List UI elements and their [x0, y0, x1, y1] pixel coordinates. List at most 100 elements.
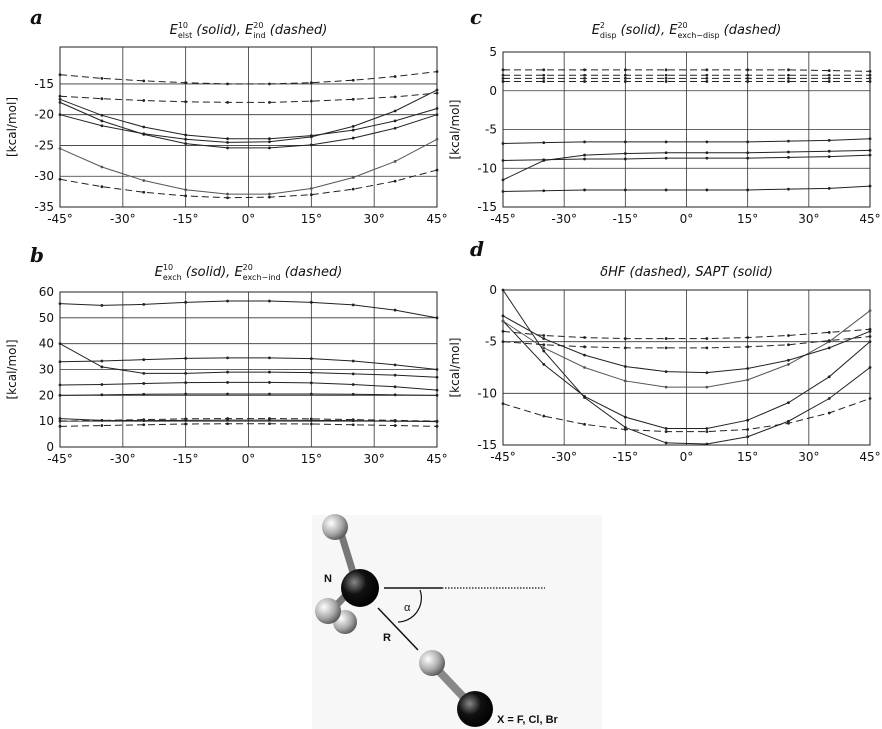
- data-point: [351, 359, 355, 363]
- data-point: [501, 288, 505, 292]
- data-point: [58, 342, 62, 346]
- data-point: [501, 76, 505, 80]
- data-point: [309, 143, 313, 147]
- data-point: [351, 372, 355, 376]
- data-point: [226, 100, 229, 104]
- data-point: [705, 188, 709, 192]
- y-tick-label: -35: [34, 200, 54, 214]
- y-tick-label: 5: [489, 45, 497, 59]
- data-point: [351, 418, 355, 422]
- data-point: [58, 302, 62, 306]
- data-point: [184, 188, 188, 192]
- title-part: E: [234, 265, 243, 280]
- data-point: [393, 119, 397, 123]
- data-point: [58, 393, 62, 397]
- data-point: [542, 73, 546, 77]
- data-point: [827, 155, 831, 159]
- data-point: [787, 343, 790, 347]
- data-point: [268, 299, 271, 303]
- x-tick-label: -15°: [173, 212, 199, 226]
- data-point: [142, 125, 146, 129]
- series-line: [502, 398, 871, 433]
- data-point: [393, 418, 397, 422]
- data-point: [787, 139, 790, 143]
- data-point: [542, 337, 546, 340]
- data-point: [142, 423, 146, 427]
- data-point: [184, 356, 188, 360]
- x-tick-label: 15°: [737, 450, 758, 464]
- data-point: [827, 73, 831, 77]
- data-point: [705, 80, 709, 83]
- data-point: [226, 146, 229, 150]
- data-point: [268, 195, 271, 199]
- data-point: [351, 392, 355, 396]
- series-line: [59, 71, 438, 85]
- title-part: E: [245, 23, 254, 38]
- data-point: [184, 100, 188, 104]
- data-point: [393, 363, 397, 367]
- data-point: [142, 392, 146, 396]
- data-point: [184, 417, 188, 421]
- y-tick-label: -5: [485, 123, 497, 137]
- data-point: [393, 373, 397, 377]
- data-point: [583, 140, 586, 144]
- data-point: [100, 119, 104, 123]
- data-point: [351, 383, 355, 386]
- data-point: [583, 153, 586, 157]
- x-tick-label: 0°: [680, 450, 694, 464]
- data-point: [623, 426, 627, 429]
- y-tick-label: 0: [489, 283, 497, 297]
- title-part: disp: [600, 31, 617, 40]
- data-point: [393, 385, 397, 389]
- title-part: (solid),: [192, 23, 245, 38]
- data-point: [787, 187, 790, 191]
- halogen-atom: [457, 691, 493, 727]
- series-line: [502, 328, 871, 340]
- data-point: [868, 76, 872, 80]
- title-part: SAPT: [695, 265, 729, 280]
- data-point: [623, 157, 627, 161]
- data-point: [501, 190, 505, 193]
- data-point: [226, 140, 229, 144]
- data-point: [868, 340, 872, 344]
- series-line: [502, 320, 871, 429]
- data-point: [705, 73, 709, 77]
- series-line: [59, 300, 438, 319]
- data-point: [309, 392, 313, 396]
- data-point: [664, 188, 668, 192]
- data-point: [100, 185, 104, 189]
- data-point: [309, 81, 313, 85]
- data-point: [435, 424, 439, 428]
- data-point: [435, 113, 439, 117]
- data-point: [623, 415, 627, 419]
- data-point: [787, 76, 790, 80]
- data-point: [226, 299, 229, 303]
- data-point: [623, 73, 627, 77]
- data-point: [268, 137, 271, 141]
- data-point: [542, 158, 546, 162]
- x-tick-label: -45°: [490, 212, 516, 226]
- data-point: [100, 365, 104, 369]
- data-point: [435, 368, 439, 371]
- data-point: [501, 178, 505, 182]
- data-point: [623, 80, 627, 83]
- data-point: [226, 370, 229, 374]
- title-part: 10: [178, 21, 188, 30]
- data-point: [705, 140, 709, 144]
- x-tick-label: -15°: [613, 450, 639, 464]
- data-point: [393, 308, 397, 312]
- data-point: [501, 402, 505, 406]
- x-tick-label: 0°: [242, 452, 256, 466]
- x-tick-label: 45°: [859, 212, 880, 226]
- y-axis-label: [kcal/mol]: [5, 339, 19, 399]
- data-point: [184, 142, 188, 146]
- data-point: [623, 140, 627, 144]
- data-point: [868, 397, 872, 400]
- data-point: [226, 417, 229, 420]
- data-point: [664, 385, 668, 389]
- data-point: [827, 330, 831, 334]
- y-tick-label: 10: [39, 414, 54, 428]
- series-line: [59, 357, 438, 370]
